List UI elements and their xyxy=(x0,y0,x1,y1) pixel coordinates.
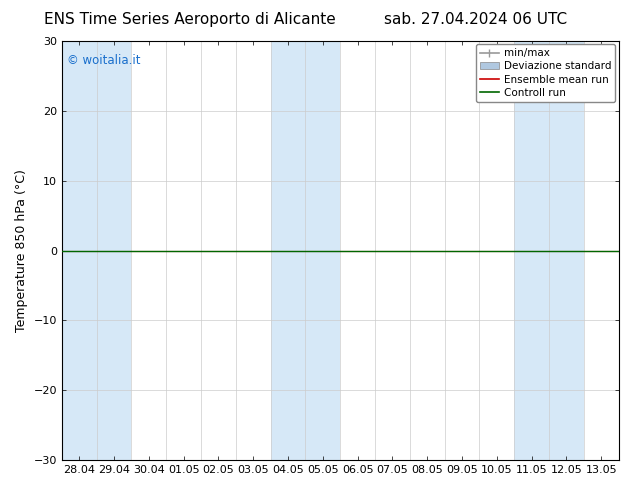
Legend: min/max, Deviazione standard, Ensemble mean run, Controll run: min/max, Deviazione standard, Ensemble m… xyxy=(476,44,616,102)
Text: ENS Time Series Aeroporto di Alicante: ENS Time Series Aeroporto di Alicante xyxy=(44,12,336,27)
Bar xyxy=(97,41,131,460)
Bar xyxy=(62,41,97,460)
Bar xyxy=(271,41,340,460)
Y-axis label: Temperature 850 hPa (°C): Temperature 850 hPa (°C) xyxy=(15,169,28,332)
Bar xyxy=(514,41,584,460)
Text: sab. 27.04.2024 06 UTC: sab. 27.04.2024 06 UTC xyxy=(384,12,567,27)
Text: © woitalia.it: © woitalia.it xyxy=(67,53,141,67)
